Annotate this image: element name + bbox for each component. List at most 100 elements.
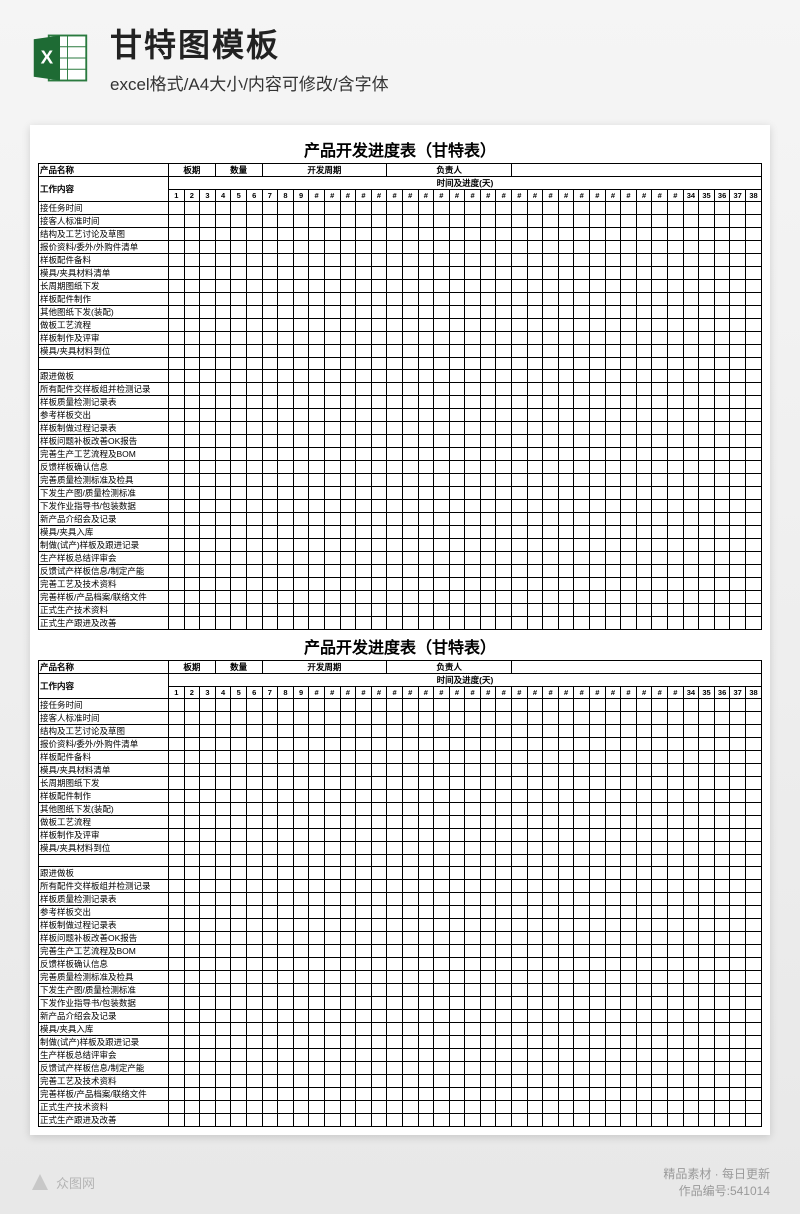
gantt-cell <box>262 906 278 919</box>
gantt-cell <box>480 829 496 842</box>
gantt-cell <box>246 487 262 500</box>
task-name <box>39 855 169 867</box>
gantt-cell <box>558 565 574 578</box>
gantt-cell <box>558 829 574 842</box>
gantt-cell <box>169 1062 185 1075</box>
gantt-cell <box>371 267 387 280</box>
gantt-cell <box>621 880 637 893</box>
gantt-cell <box>480 906 496 919</box>
gantt-cell <box>714 712 730 725</box>
gantt-cell <box>278 435 294 448</box>
gantt-cell <box>465 945 481 958</box>
day-header: # <box>449 687 465 699</box>
gantt-cell <box>636 945 652 958</box>
gantt-cell <box>745 319 761 332</box>
gantt-cell <box>309 699 325 712</box>
gantt-cell <box>512 241 528 254</box>
gantt-cell <box>480 880 496 893</box>
gantt-cell <box>293 816 309 829</box>
gantt-cell <box>434 855 450 867</box>
gantt-cell <box>730 945 746 958</box>
gantt-cell <box>480 565 496 578</box>
gantt-cell <box>356 604 372 617</box>
gantt-cell <box>730 358 746 370</box>
period-label: 板期 <box>169 661 216 674</box>
gantt-cell <box>543 526 559 539</box>
gantt-cell <box>605 932 621 945</box>
gantt-cell <box>449 893 465 906</box>
gantt-cell <box>745 526 761 539</box>
gantt-cell <box>605 958 621 971</box>
gantt-cell <box>356 1023 372 1036</box>
gantt-cell <box>668 409 684 422</box>
gantt-cell <box>543 500 559 513</box>
gantt-cell <box>434 1023 450 1036</box>
day-header: 2 <box>184 687 200 699</box>
gantt-cell <box>699 984 715 997</box>
gantt-cell <box>527 332 543 345</box>
gantt-cell <box>200 539 216 552</box>
task-name: 模具/夹具材料清单 <box>39 267 169 280</box>
gantt-cell <box>730 578 746 591</box>
gantt-cell <box>574 1036 590 1049</box>
gantt-cell <box>636 422 652 435</box>
gantt-cell <box>371 370 387 383</box>
gantt-cell <box>574 712 590 725</box>
gantt-cell <box>246 803 262 816</box>
gantt-cell <box>293 919 309 932</box>
gantt-cell <box>293 202 309 215</box>
gantt-cell <box>184 1023 200 1036</box>
gantt-cell <box>356 906 372 919</box>
gantt-cell <box>231 345 247 358</box>
gantt-cell <box>699 539 715 552</box>
gantt-cell <box>480 552 496 565</box>
task-name: 样板制作及评审 <box>39 829 169 842</box>
task-name: 做板工艺流程 <box>39 319 169 332</box>
gantt-cell <box>465 280 481 293</box>
gantt-cell <box>169 604 185 617</box>
gantt-cell <box>231 202 247 215</box>
gantt-cell <box>465 880 481 893</box>
gantt-cell <box>512 202 528 215</box>
gantt-cell <box>480 867 496 880</box>
gantt-cell <box>590 1114 606 1127</box>
gantt-cell <box>745 448 761 461</box>
gantt-cell <box>699 790 715 803</box>
gantt-cell <box>434 241 450 254</box>
gantt-cell <box>512 1075 528 1088</box>
gantt-cell <box>543 383 559 396</box>
gantt-cell <box>215 1088 231 1101</box>
table-row: 长周期图纸下发 <box>39 280 762 293</box>
gantt-cell <box>356 751 372 764</box>
gantt-cell <box>262 816 278 829</box>
gantt-cell <box>278 751 294 764</box>
gantt-cell <box>699 1010 715 1023</box>
gantt-cell <box>246 409 262 422</box>
day-header: 35 <box>699 190 715 202</box>
gantt-cell <box>387 500 403 513</box>
table-row: 接客人标准时间 <box>39 712 762 725</box>
gantt-cell <box>402 565 418 578</box>
gantt-cell <box>636 500 652 513</box>
gantt-cell <box>652 474 668 487</box>
gantt-cell <box>402 1023 418 1036</box>
gantt-cell <box>387 552 403 565</box>
gantt-cell <box>621 319 637 332</box>
gantt-cell <box>558 945 574 958</box>
gantt-cell <box>668 215 684 228</box>
gantt-cell <box>449 919 465 932</box>
gantt-cell <box>231 306 247 319</box>
gantt-cell <box>668 1088 684 1101</box>
gantt-cell <box>652 790 668 803</box>
gantt-cell <box>449 906 465 919</box>
gantt-cell <box>215 215 231 228</box>
gantt-cell <box>636 1036 652 1049</box>
day-header: # <box>527 190 543 202</box>
gantt-cell <box>324 604 340 617</box>
gantt-cell <box>590 880 606 893</box>
gantt-cell <box>590 319 606 332</box>
gantt-cell <box>543 790 559 803</box>
gantt-cell <box>574 997 590 1010</box>
gantt-cell <box>590 1036 606 1049</box>
gantt-cell <box>246 474 262 487</box>
